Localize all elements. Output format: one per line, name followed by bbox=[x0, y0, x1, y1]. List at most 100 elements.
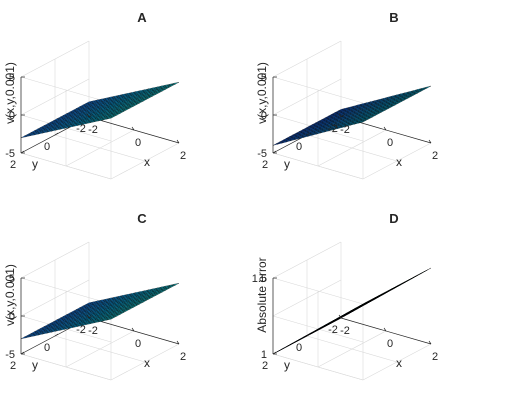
x-tick bbox=[131, 327, 135, 332]
y-tick-label: 0 bbox=[296, 342, 302, 354]
y-axis-label: y bbox=[32, 157, 38, 171]
y-tick bbox=[54, 333, 59, 337]
y-tick bbox=[272, 351, 277, 355]
chart-panel-B: -5 0 5 -2 0 2 -2 0 2 x y v(x,y,0.001) B bbox=[255, 10, 438, 180]
x-axis-label: x bbox=[396, 356, 402, 370]
z-tick-label: -5 bbox=[5, 349, 15, 361]
y-tick-label: 0 bbox=[44, 141, 50, 153]
z-tick-label: 5 bbox=[9, 72, 15, 84]
panel-title: B bbox=[389, 10, 398, 25]
y-tick-label: 0 bbox=[44, 342, 50, 354]
x-axis-label: x bbox=[144, 155, 150, 169]
y-tick bbox=[340, 315, 345, 319]
x-tick-label: 2 bbox=[432, 150, 438, 162]
y-tick-label: 0 bbox=[296, 141, 302, 153]
y-tick-label: -2 bbox=[328, 123, 338, 135]
y-tick bbox=[88, 114, 93, 118]
panel-title: A bbox=[137, 10, 147, 25]
x-tick bbox=[338, 113, 342, 118]
y-tick bbox=[88, 315, 93, 319]
x-tick-label: -2 bbox=[88, 124, 98, 136]
x-tick-label: 2 bbox=[180, 351, 186, 363]
surface bbox=[272, 85, 432, 146]
z-axis-label: v(x,y,0.001) bbox=[255, 62, 269, 124]
z-axis-label: v(x,y,0.001) bbox=[3, 264, 17, 326]
grid-line bbox=[20, 353, 112, 381]
z-tick-label: 5 bbox=[9, 273, 15, 285]
x-tick-label: 2 bbox=[432, 351, 438, 363]
chart-panel-A: -5 0 5 -2 0 2 -2 0 2 x y v(x,y,0.001) A bbox=[3, 10, 186, 180]
x-axis-label: x bbox=[144, 356, 150, 370]
y-tick bbox=[272, 150, 277, 154]
panel-title: D bbox=[389, 211, 398, 226]
y-tick bbox=[306, 132, 311, 136]
surface bbox=[20, 283, 180, 339]
z-tick-label: 0 bbox=[9, 110, 15, 122]
z-tick-label: 1 bbox=[261, 349, 267, 361]
grid-line bbox=[110, 142, 180, 180]
y-tick-label: 2 bbox=[262, 360, 268, 372]
y-tick-label: -2 bbox=[76, 324, 86, 336]
x-tick-label: -2 bbox=[340, 124, 350, 136]
y-axis-label: y bbox=[284, 157, 290, 171]
x-tick bbox=[86, 113, 90, 118]
chart-panel-C: -5 0 5 -2 0 2 -2 0 2 x y v(x,y,0.001) C bbox=[3, 211, 186, 381]
grid-line bbox=[54, 134, 146, 162]
x-tick-label: 2 bbox=[180, 150, 186, 162]
x-tick-label: 0 bbox=[135, 338, 141, 350]
x-tick-label: 0 bbox=[387, 338, 393, 350]
panel-title: C bbox=[137, 211, 147, 226]
y-tick bbox=[340, 114, 345, 118]
x-tick bbox=[176, 139, 180, 144]
surface-patch bbox=[423, 85, 432, 89]
z-tick-label: 0 bbox=[261, 110, 267, 122]
surface-patch bbox=[171, 283, 180, 286]
y-axis-label: y bbox=[32, 358, 38, 372]
surface bbox=[20, 82, 180, 138]
grid-line bbox=[362, 343, 432, 381]
x-tick bbox=[383, 126, 387, 131]
x-axis-label: x bbox=[396, 155, 402, 169]
y-tick-label: 2 bbox=[10, 360, 16, 372]
grid-line bbox=[110, 343, 180, 381]
z-tick-label: 0 bbox=[9, 311, 15, 323]
z-axis-label: v(x,y,0.001) bbox=[3, 62, 17, 124]
y-tick bbox=[306, 333, 311, 337]
x-tick bbox=[86, 314, 90, 319]
grid-line bbox=[272, 353, 364, 381]
y-tick-label: 2 bbox=[10, 159, 16, 171]
grid-line bbox=[272, 152, 364, 180]
grid-line bbox=[306, 335, 398, 363]
chart-panel-D: 1 1.5 -2 0 2 -2 0 2 x y Absolute error D bbox=[252, 211, 438, 381]
grid-line bbox=[306, 134, 398, 162]
y-tick bbox=[54, 132, 59, 136]
x-tick bbox=[383, 327, 387, 332]
surface-patch bbox=[423, 267, 432, 273]
grid-line bbox=[54, 335, 146, 363]
y-tick-label: -2 bbox=[76, 123, 86, 135]
x-tick-label: 0 bbox=[135, 137, 141, 149]
z-axis-label: Absolute error bbox=[255, 257, 269, 332]
x-tick bbox=[428, 139, 432, 144]
y-tick bbox=[20, 150, 25, 154]
surface-patch bbox=[171, 82, 180, 85]
y-tick-label: -2 bbox=[328, 324, 338, 336]
y-tick-label: 2 bbox=[262, 159, 268, 171]
x-tick-label: -2 bbox=[88, 325, 98, 337]
x-tick-label: 0 bbox=[387, 137, 393, 149]
x-tick-label: -2 bbox=[340, 325, 350, 337]
x-tick bbox=[176, 340, 180, 345]
x-tick bbox=[338, 314, 342, 319]
y-tick bbox=[20, 351, 25, 355]
z-tick-label: 1.5 bbox=[252, 273, 267, 285]
z-tick-label: -5 bbox=[5, 148, 15, 160]
z-tick-label: -5 bbox=[257, 148, 267, 160]
surface bbox=[272, 267, 432, 355]
x-tick bbox=[131, 126, 135, 131]
grid-line bbox=[362, 142, 432, 180]
grid-line bbox=[20, 152, 112, 180]
z-tick-label: 5 bbox=[261, 72, 267, 84]
y-axis-label: y bbox=[284, 358, 290, 372]
x-tick bbox=[428, 340, 432, 345]
